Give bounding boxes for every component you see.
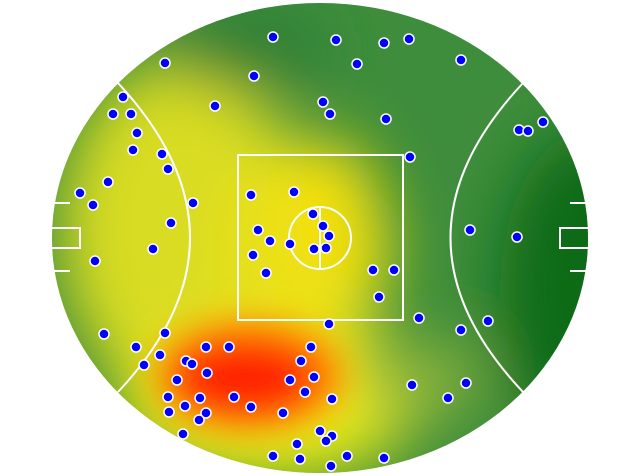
point [406,379,418,391]
point [284,238,296,250]
point [267,450,279,462]
point [378,452,390,464]
point [138,359,150,371]
point [260,267,272,279]
point [308,243,320,255]
point [380,113,392,125]
point [325,460,337,472]
point [413,312,425,324]
point [159,57,171,69]
point [326,393,338,405]
point [87,199,99,211]
point [267,31,279,43]
point [194,392,206,404]
point [209,100,221,112]
point [201,367,213,379]
point [455,324,467,336]
point [305,341,317,353]
point [186,358,198,370]
point [323,318,335,330]
point [264,235,276,247]
point [404,151,416,163]
point [314,425,326,437]
point [163,406,175,418]
point [171,374,183,386]
point [307,208,319,220]
point [248,70,260,82]
point [323,230,335,242]
point [482,315,494,327]
point [403,33,415,45]
point [291,438,303,450]
point [162,163,174,175]
point [294,453,306,465]
point [223,341,235,353]
point [159,327,171,339]
point [228,391,240,403]
point [162,391,174,403]
point [89,255,101,267]
point [511,231,523,243]
point [130,341,142,353]
point [299,386,311,398]
point [177,428,189,440]
point [102,176,114,188]
point [330,34,342,46]
point [187,197,199,209]
point [127,144,139,156]
point [252,224,264,236]
point [247,249,259,261]
point [125,108,137,120]
point [351,58,363,70]
point [147,243,159,255]
point [245,401,257,413]
point [288,186,300,198]
point [341,450,353,462]
point [165,217,177,229]
point [460,377,472,389]
point [284,374,296,386]
point [131,127,143,139]
point [464,224,476,236]
point [154,349,166,361]
point [324,108,336,120]
point [98,328,110,340]
point [317,220,329,232]
point [522,125,534,137]
point [200,341,212,353]
point [117,91,129,103]
point [277,407,289,419]
point [317,96,329,108]
point [320,242,332,254]
point [320,435,332,447]
point [295,355,307,367]
point [442,392,454,404]
point [455,54,467,66]
point [179,400,191,412]
point [193,414,205,426]
point [107,108,119,120]
point [156,148,168,160]
point [245,189,257,201]
point [200,407,212,419]
point [308,371,320,383]
point [388,264,400,276]
point [378,37,390,49]
point [537,116,549,128]
point [74,187,86,199]
field-lines [52,82,588,393]
point [367,264,379,276]
point [373,291,385,303]
